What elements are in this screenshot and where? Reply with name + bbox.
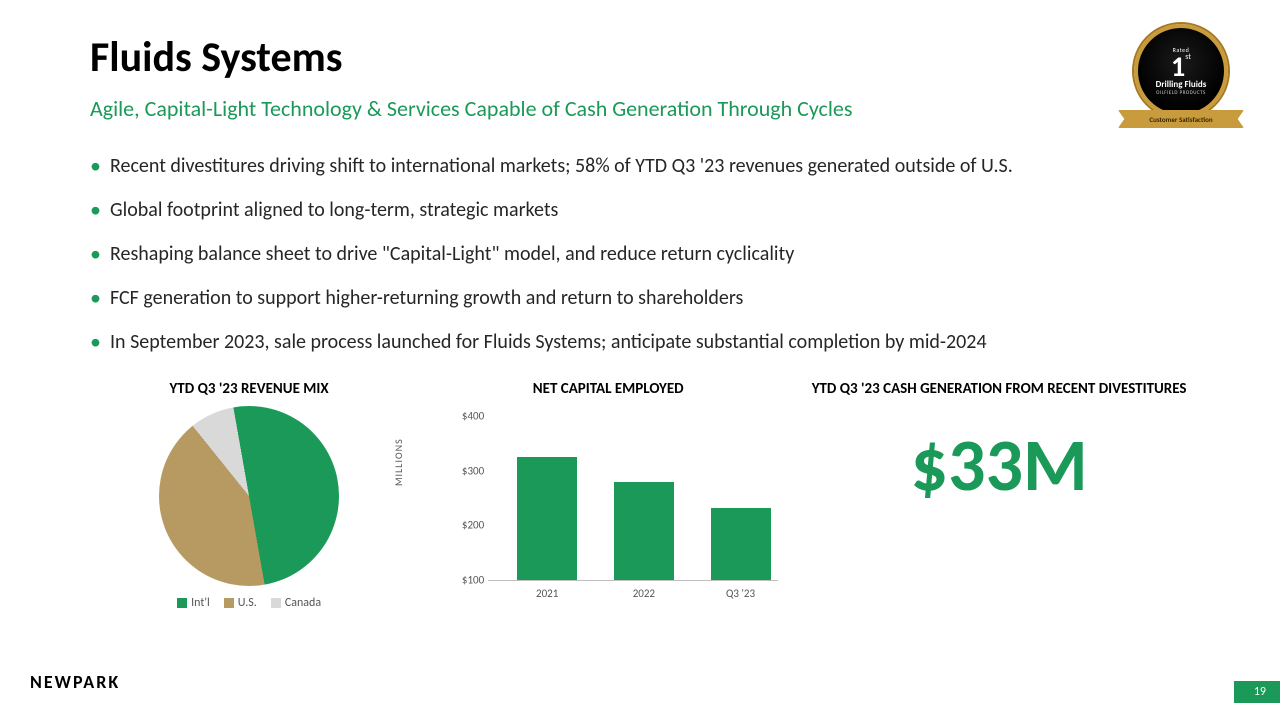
- pie-title: YTD Q3 '23 REVENUE MIX: [90, 380, 408, 398]
- bar-xlabel: 2022: [614, 587, 674, 600]
- bar: [614, 482, 674, 580]
- legend-label: U.S.: [238, 596, 257, 610]
- badge-line1: Drilling Fluids: [1156, 79, 1207, 90]
- bar: [711, 508, 771, 580]
- bullet-item: FCF generation to support higher-returni…: [90, 284, 1190, 312]
- legend-swatch: [224, 598, 234, 608]
- badge-line2: OILFIELD PRODUCTS: [1156, 90, 1206, 96]
- legend-item: U.S.: [224, 596, 257, 610]
- bullet-item: In September 2023, sale process launched…: [90, 328, 1190, 356]
- bullet-item: Global footprint aligned to long-term, s…: [90, 196, 1190, 224]
- bar-xlabel: Q3 '23: [711, 587, 771, 600]
- bullet-item: Recent divestitures driving shift to int…: [90, 152, 1190, 180]
- legend-label: Canada: [285, 596, 321, 610]
- bar-ytick: $200: [450, 519, 484, 532]
- bar-chart: MILLIONS $100$200$300$40020212022Q3 '23: [428, 406, 788, 606]
- bar-ytick: $100: [450, 574, 484, 587]
- bar-ytick: $400: [450, 410, 484, 423]
- pie-chart-panel: YTD Q3 '23 REVENUE MIX Int'l U.S. Canada: [90, 380, 408, 610]
- bar-title: NET CAPITAL EMPLOYED: [428, 380, 788, 398]
- page-subtitle: Agile, Capital-Light Technology & Servic…: [90, 95, 1190, 122]
- badge-rank: 1st: [1171, 54, 1191, 79]
- bar-chart-panel: NET CAPITAL EMPLOYED MILLIONS $100$200$3…: [428, 380, 788, 606]
- legend-swatch: [271, 598, 281, 608]
- bar-ylabel: MILLIONS: [392, 438, 405, 486]
- cash-value: $33M: [808, 428, 1190, 502]
- bar-xlabel: 2021: [517, 587, 577, 600]
- page-title: Fluids Systems: [90, 32, 1190, 83]
- cash-panel: YTD Q3 '23 CASH GENERATION FROM RECENT D…: [808, 380, 1190, 502]
- award-badge: Rated 1st Drilling Fluids OILFIELD PRODU…: [1126, 24, 1236, 134]
- legend-label: Int'l: [191, 596, 210, 610]
- legend-item: Int'l: [177, 596, 210, 610]
- legend-swatch: [177, 598, 187, 608]
- legend-item: Canada: [271, 596, 321, 610]
- bar-ytick: $300: [450, 464, 484, 477]
- page-number: 19: [1234, 681, 1280, 703]
- pie-legend: Int'l U.S. Canada: [90, 596, 408, 610]
- bullet-list: Recent divestitures driving shift to int…: [90, 152, 1190, 356]
- bar: [517, 457, 577, 580]
- bullet-item: Reshaping balance sheet to drive "Capita…: [90, 240, 1190, 268]
- footer-logo: NEWPARK: [30, 671, 120, 693]
- pie-chart: [159, 406, 339, 586]
- cash-title: YTD Q3 '23 CASH GENERATION FROM RECENT D…: [808, 380, 1190, 398]
- badge-ribbon: Customer Satisfaction: [1118, 110, 1244, 128]
